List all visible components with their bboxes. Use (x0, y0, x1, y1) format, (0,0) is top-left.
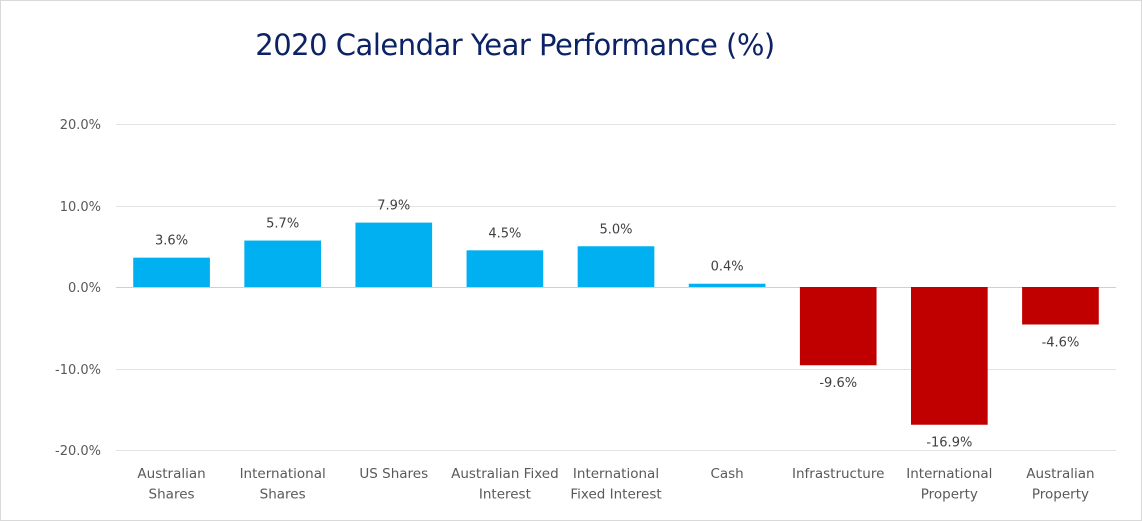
bar (911, 287, 988, 425)
bar (466, 250, 544, 287)
data-label: 5.7% (266, 217, 299, 232)
x-tick-label: Cash (710, 466, 743, 482)
bar (799, 287, 877, 366)
x-tick-label: Infrastructure (792, 466, 884, 482)
bar (355, 222, 433, 287)
data-labels: 3.6% 5.7% 7.9% 4.5% 5.0% 0.4% -9.6% -16.9% -4.6% (155, 199, 1079, 451)
data-label: 7.9% (377, 199, 410, 214)
x-tick-label: Australian Fixed Interest (451, 466, 559, 503)
x-tick-label: Australian Property (1026, 466, 1094, 503)
y-tick-label: -10.0% (55, 363, 101, 378)
x-tick-label: Australian Shares (137, 466, 205, 503)
y-axis-ticks: 20.0% 10.0% 0.0% -10.0% -20.0% (55, 118, 101, 459)
y-tick-label: -20.0% (55, 444, 101, 459)
data-label: -4.6% (1042, 335, 1080, 350)
data-label: 3.6% (155, 234, 188, 249)
data-label: 5.0% (599, 222, 632, 237)
x-tick-label: International Shares (240, 466, 326, 503)
y-tick-label: 20.0% (60, 118, 101, 133)
bar (133, 257, 210, 287)
data-label: -9.6% (819, 376, 857, 391)
bar (577, 246, 655, 287)
data-label: 0.4% (711, 260, 744, 275)
bar (244, 240, 321, 287)
x-tick-label: US Shares (359, 466, 428, 482)
x-tick-label: International Fixed Interest (570, 466, 661, 503)
data-label: -16.9% (926, 436, 972, 451)
data-label: 4.5% (488, 226, 521, 241)
x-axis-labels: Australian Shares International Shares US Sh… (137, 466, 1094, 503)
y-tick-label: 0.0% (68, 281, 101, 296)
bars (133, 222, 1099, 425)
y-tick-label: 10.0% (60, 200, 101, 215)
x-tick-label: International Property (906, 466, 992, 503)
bar (688, 283, 766, 287)
bar (1022, 287, 1099, 325)
chart-title: 2020 Calendar Year Performance (%) (255, 28, 775, 62)
